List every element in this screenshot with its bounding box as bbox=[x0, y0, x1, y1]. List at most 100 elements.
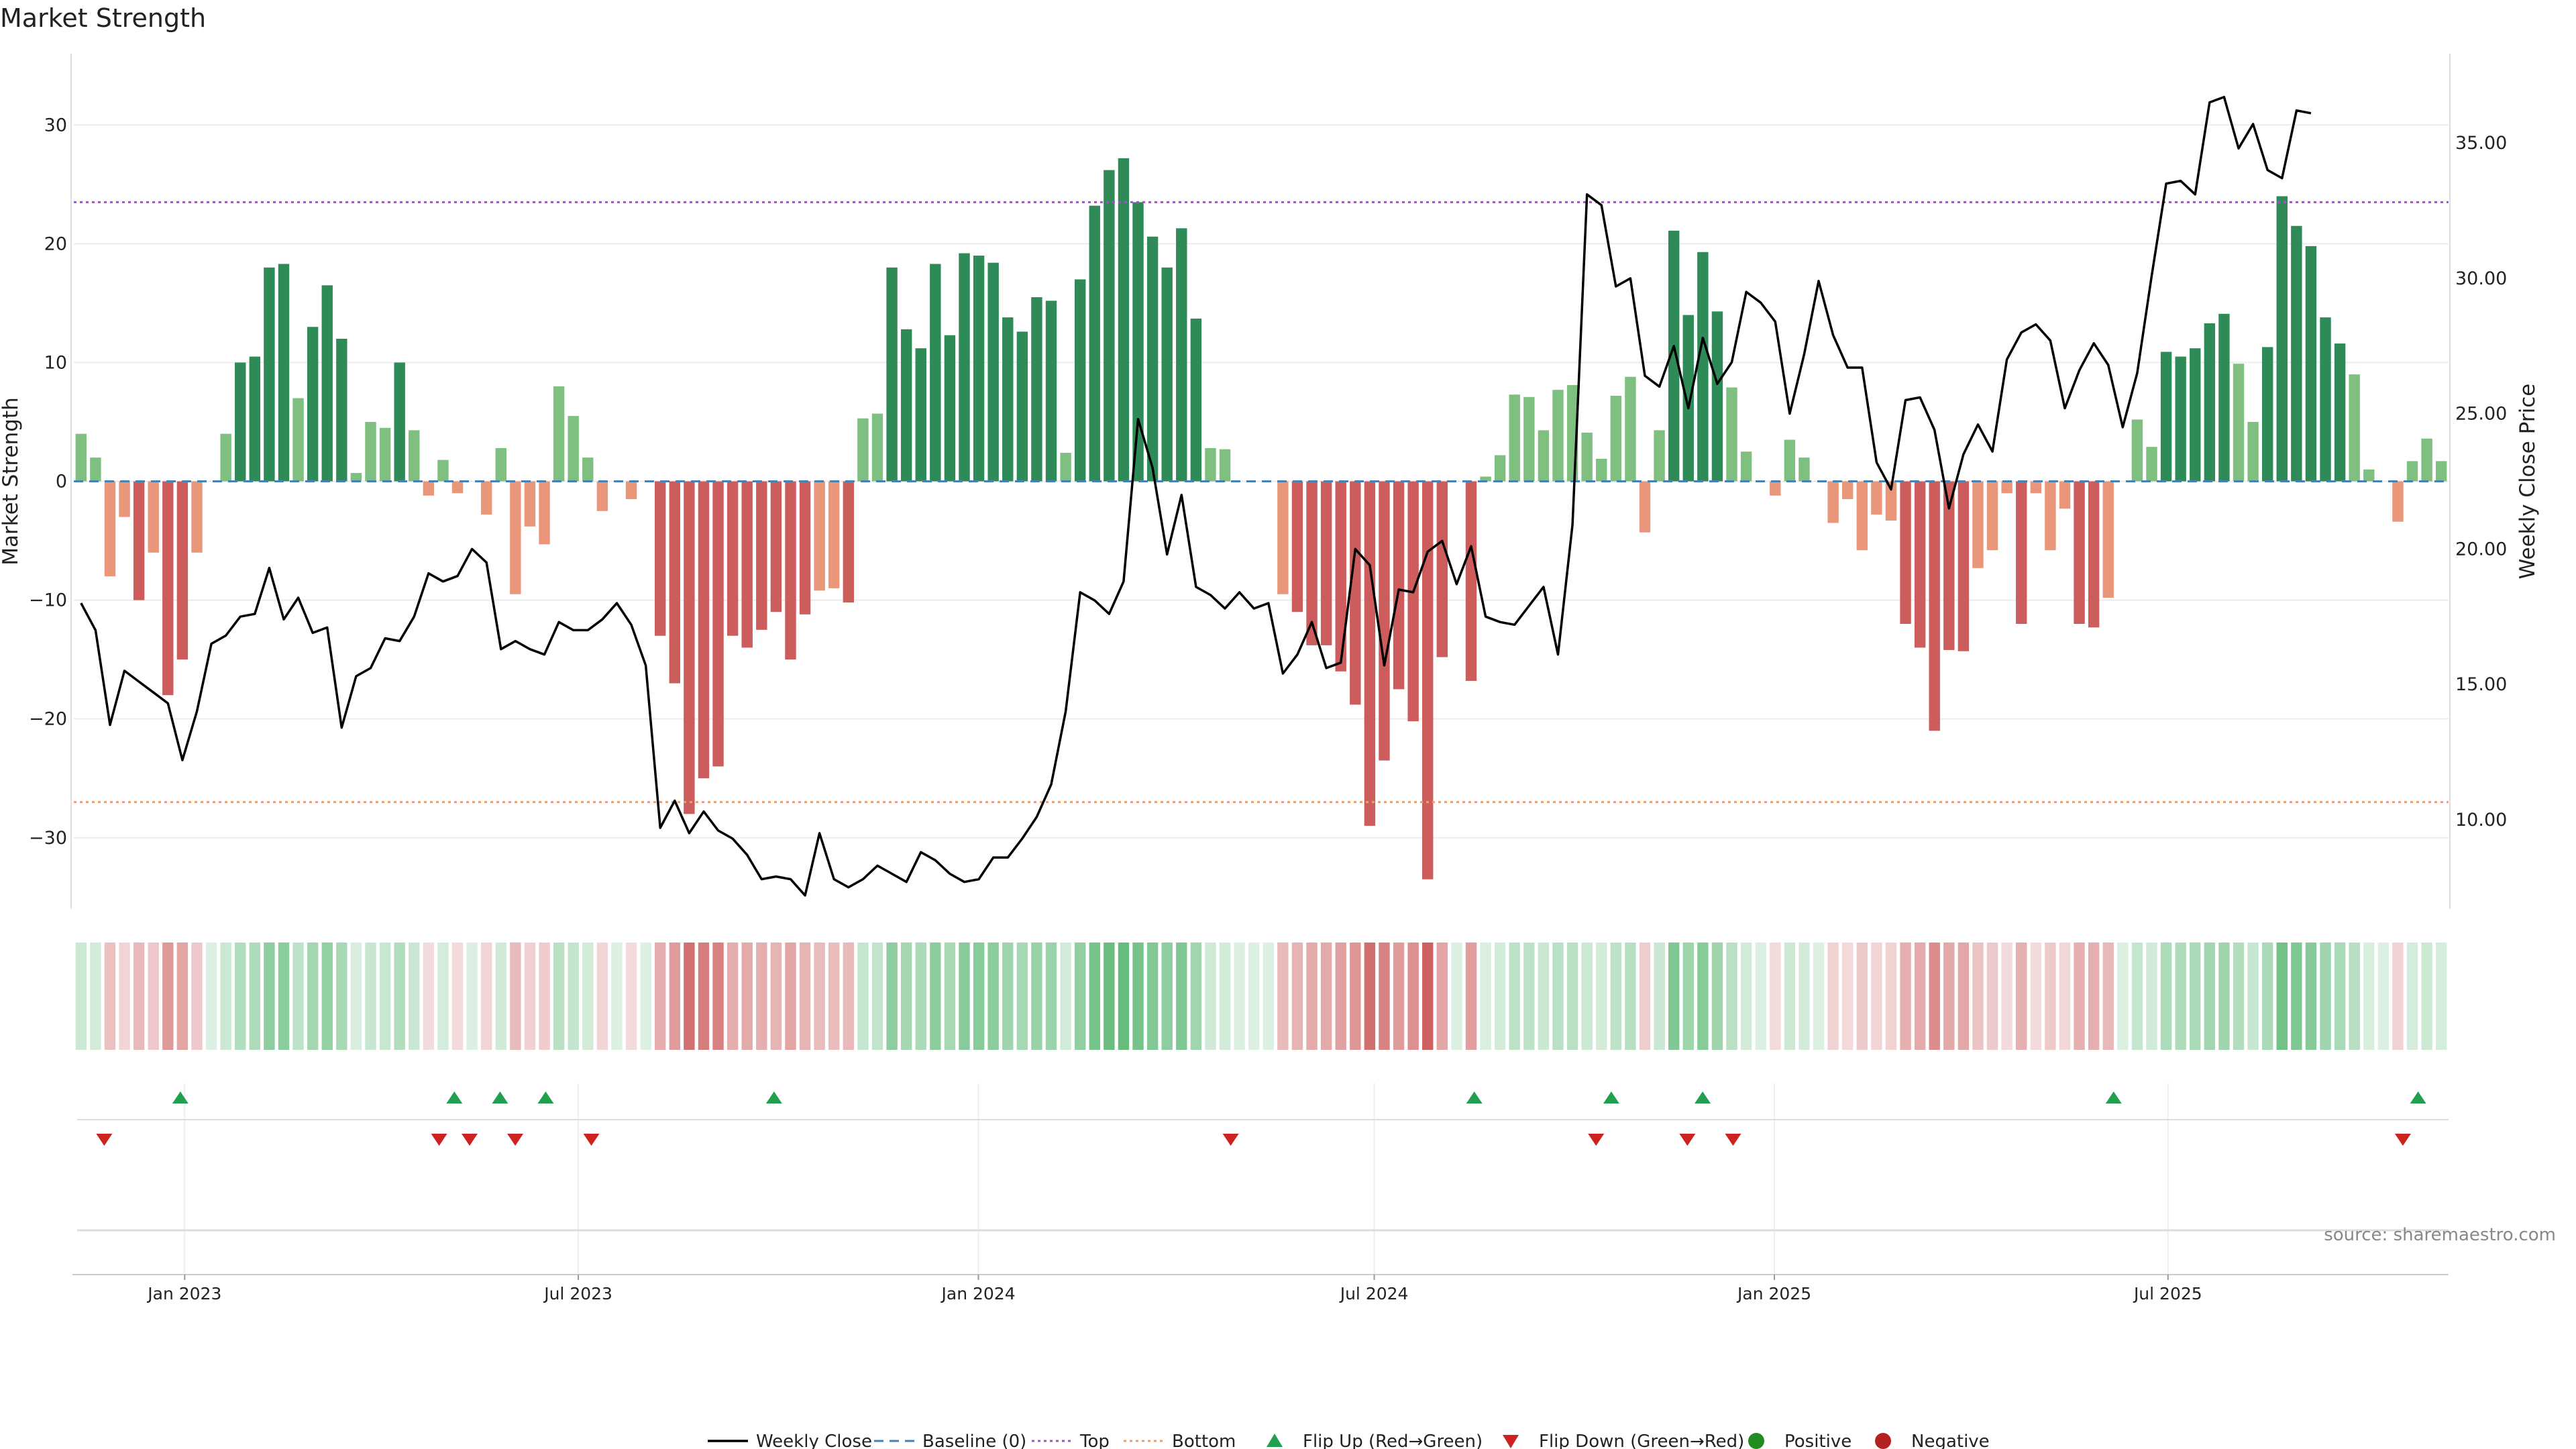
heat-cell bbox=[1552, 943, 1564, 1050]
strength-bar bbox=[119, 481, 130, 517]
strength-bar bbox=[2074, 481, 2085, 624]
strength-bar bbox=[727, 481, 739, 636]
heat-cell bbox=[900, 943, 912, 1050]
heat-cell bbox=[1596, 943, 1607, 1050]
y2-tick-label: 10.00 bbox=[2455, 810, 2507, 830]
weekly-close-line bbox=[80, 95, 2312, 897]
heat-cell bbox=[365, 943, 376, 1050]
strength-bar bbox=[1509, 394, 1520, 482]
strength-bar bbox=[1943, 481, 1955, 650]
heat-cell bbox=[1494, 943, 1506, 1050]
strength-bar bbox=[1610, 396, 1622, 482]
heat-cell bbox=[2175, 943, 2186, 1050]
strength-bar bbox=[409, 430, 420, 482]
heat-cell bbox=[1074, 943, 1086, 1050]
heat-cell bbox=[1146, 943, 1159, 1050]
strength-bar bbox=[451, 481, 464, 494]
strength-bar bbox=[1132, 202, 1144, 482]
heat-cell bbox=[799, 943, 811, 1050]
heat-cell bbox=[2102, 943, 2114, 1050]
strength-bar bbox=[712, 481, 724, 767]
heat-cell bbox=[1509, 943, 1520, 1050]
heat-cell bbox=[596, 943, 608, 1050]
strength-bar bbox=[524, 481, 536, 527]
heat-cell bbox=[524, 943, 536, 1050]
strength-bar bbox=[162, 481, 174, 696]
heat-cell bbox=[1711, 943, 1723, 1050]
legend-swatch-flip-down bbox=[1503, 1435, 1519, 1448]
heat-cell bbox=[119, 943, 130, 1050]
x-tick-label: Jan 2024 bbox=[941, 1284, 1016, 1303]
heat-cell bbox=[495, 943, 506, 1050]
strength-bar bbox=[1726, 387, 1737, 482]
heat-cell bbox=[2320, 943, 2331, 1050]
heat-cell bbox=[1957, 943, 1970, 1050]
heat-cell bbox=[1118, 943, 1130, 1050]
strength-bar bbox=[1842, 481, 1854, 500]
heat-cell bbox=[1813, 943, 1825, 1050]
strength-bar bbox=[1799, 458, 1810, 482]
strength-bars bbox=[75, 158, 2447, 879]
strength-bar bbox=[2146, 447, 2157, 482]
heat-cell bbox=[75, 943, 87, 1050]
heat-cell bbox=[1016, 943, 1028, 1050]
heat-cell bbox=[2074, 943, 2085, 1050]
heat-cell bbox=[451, 943, 464, 1050]
heat-cell bbox=[2436, 943, 2447, 1050]
heat-cell bbox=[1726, 943, 1737, 1050]
strength-bar bbox=[1480, 476, 1491, 482]
heat-cell bbox=[2160, 943, 2172, 1050]
strength-heat-strip bbox=[75, 943, 2447, 1050]
strength-bar bbox=[1104, 170, 1115, 482]
heat-cell bbox=[2059, 943, 2071, 1050]
strength-bar bbox=[756, 481, 767, 630]
strength-bar bbox=[2363, 469, 2375, 482]
x-tick-label: Jan 2025 bbox=[1736, 1284, 1811, 1303]
flip-up-marker bbox=[2105, 1091, 2122, 1104]
strength-bar bbox=[2160, 352, 2172, 482]
strength-bar bbox=[959, 253, 970, 482]
heat-cell bbox=[1986, 943, 1998, 1050]
heat-cell bbox=[1770, 943, 1781, 1050]
strength-bar bbox=[1176, 228, 1187, 482]
heat-cell bbox=[1856, 943, 1868, 1050]
strength-bar bbox=[2436, 461, 2447, 482]
heat-cell bbox=[162, 943, 174, 1050]
flip-up-marker bbox=[1695, 1091, 1711, 1104]
strength-bar bbox=[510, 481, 521, 594]
x-axis: Jan 2023 Jul 2023 Jan 2024 Jul 2024 Jan 2025… bbox=[72, 1274, 2449, 1303]
strength-bar bbox=[1929, 481, 1940, 731]
heat-cell bbox=[1929, 943, 1940, 1050]
strength-bar bbox=[828, 481, 840, 588]
strength-bar bbox=[857, 418, 869, 482]
strength-bar bbox=[365, 421, 376, 482]
strength-bar bbox=[553, 386, 565, 482]
heat-cell bbox=[321, 943, 333, 1050]
flip-down-marker bbox=[96, 1134, 113, 1146]
strength-bar bbox=[1277, 481, 1289, 594]
heat-cell bbox=[756, 943, 767, 1050]
flip-up-marker bbox=[492, 1091, 508, 1104]
strength-bar bbox=[1668, 230, 1680, 482]
heat-cell bbox=[959, 943, 970, 1050]
strength-bar bbox=[1320, 481, 1332, 645]
legend-label: Positive bbox=[1784, 1432, 1851, 1449]
flip-down-marker bbox=[1588, 1134, 1605, 1146]
heat-cell bbox=[828, 943, 840, 1050]
heat-cell bbox=[2349, 943, 2360, 1050]
strength-bar bbox=[655, 481, 666, 636]
heat-cell bbox=[336, 943, 347, 1050]
legend-label: Weekly Close bbox=[756, 1432, 872, 1449]
legend-label: Flip Down (Green→Red) bbox=[1539, 1432, 1744, 1449]
heat-cell bbox=[1581, 943, 1593, 1050]
heat-cell bbox=[220, 943, 231, 1050]
heat-cell bbox=[1842, 943, 1854, 1050]
legend-swatch-negative bbox=[1875, 1433, 1891, 1449]
legend-swatch-positive bbox=[1748, 1433, 1764, 1449]
strength-bar bbox=[1972, 481, 1984, 568]
strength-bar bbox=[799, 481, 811, 614]
strength-bar bbox=[2001, 481, 2012, 494]
legend-label: Baseline (0) bbox=[922, 1432, 1026, 1449]
strength-bar bbox=[1900, 481, 1911, 624]
heat-cell bbox=[437, 943, 449, 1050]
